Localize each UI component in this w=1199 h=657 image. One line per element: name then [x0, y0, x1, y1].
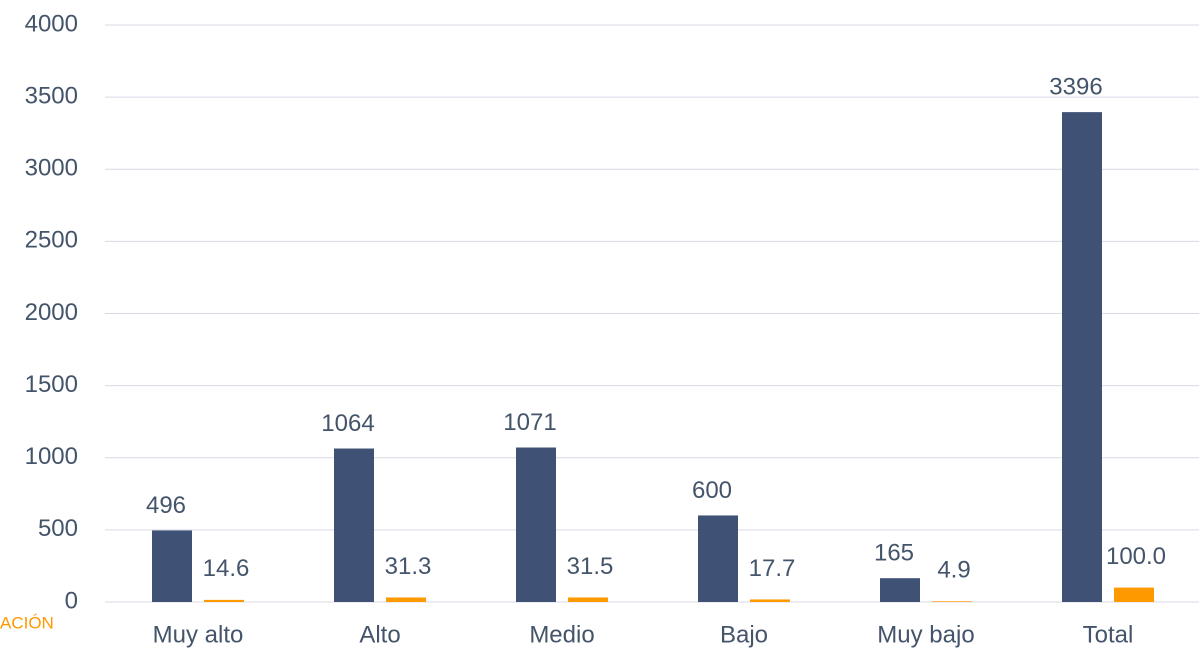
- data-label: 100.0: [1106, 543, 1166, 570]
- bar: [516, 447, 556, 602]
- bar: [880, 578, 920, 602]
- y-tick-label: 0: [65, 587, 78, 614]
- bar: [204, 599, 244, 602]
- x-tick-label: Bajo: [720, 621, 768, 648]
- x-tick-label: Muy bajo: [877, 621, 974, 648]
- bar: [698, 515, 738, 602]
- data-label: 31.3: [385, 553, 432, 580]
- bar: [932, 601, 972, 602]
- data-label: 4.9: [937, 557, 970, 584]
- data-label: 165: [874, 540, 914, 567]
- data-label: 14.6: [203, 555, 250, 582]
- y-tick-label: 3500: [25, 82, 78, 109]
- y-tick-label: 500: [38, 515, 78, 542]
- bar: [568, 597, 608, 602]
- bar: [152, 530, 192, 602]
- data-label: 496: [146, 492, 186, 519]
- x-tick-label: Alto: [359, 621, 400, 648]
- data-label: 17.7: [749, 555, 796, 582]
- y-tick-label: 2500: [25, 227, 78, 254]
- bar: [386, 597, 426, 602]
- x-tick-label: Total: [1083, 621, 1134, 648]
- y-tick-label: 1500: [25, 371, 78, 398]
- bar: [334, 448, 374, 602]
- data-label: 1064: [321, 410, 374, 437]
- y-tick-label: 3000: [25, 155, 78, 182]
- y-tick-label: 2000: [25, 299, 78, 326]
- bar: [1114, 587, 1154, 602]
- bar: [1062, 112, 1102, 602]
- data-label: 31.5: [567, 553, 614, 580]
- data-label: 3396: [1049, 73, 1102, 100]
- bar: [750, 599, 790, 602]
- y-tick-label: 4000: [25, 10, 78, 37]
- data-label: 1071: [503, 409, 556, 436]
- x-axis-label: ACIÓN: [0, 613, 54, 632]
- data-label: 600: [692, 477, 732, 504]
- x-tick-label: Muy alto: [153, 621, 244, 648]
- y-tick-label: 1000: [25, 443, 78, 470]
- x-tick-label: Medio: [529, 621, 594, 648]
